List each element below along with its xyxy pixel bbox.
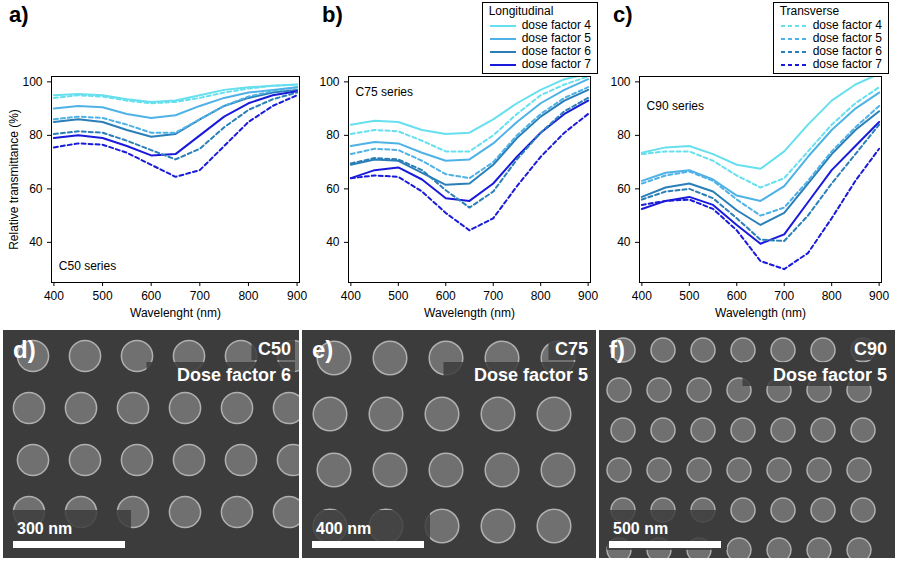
svg-text:900: 900 xyxy=(287,289,307,303)
svg-text:f): f) xyxy=(609,336,625,363)
svg-text:C90 series: C90 series xyxy=(647,99,704,113)
svg-text:e): e) xyxy=(312,336,333,363)
svg-text:400: 400 xyxy=(632,289,652,303)
html-text:dose factor 6: dose factor 6 xyxy=(521,44,591,58)
html-text:dose factor 7: dose factor 7 xyxy=(812,57,882,71)
svg-text:40: 40 xyxy=(29,235,43,249)
svg-text:500: 500 xyxy=(388,289,408,303)
svg-text:Relative transmittance (%): Relative transmittance (%) xyxy=(7,109,21,250)
svg-text:60: 60 xyxy=(617,182,631,196)
svg-text:500: 500 xyxy=(93,289,113,303)
svg-text:400: 400 xyxy=(44,289,64,303)
svg-text:600: 600 xyxy=(141,289,161,303)
html-text:Transverse: Transverse xyxy=(779,4,840,18)
html-text:b): b) xyxy=(322,2,343,27)
svg-text:Dose factor 6: Dose factor 6 xyxy=(177,365,291,385)
svg-text:100: 100 xyxy=(22,75,42,89)
html-text:dose factor 5: dose factor 5 xyxy=(812,31,882,45)
svg-text:80: 80 xyxy=(617,128,631,142)
html-text:dose factor 7: dose factor 7 xyxy=(521,57,591,71)
svg-text:Dose factor 5: Dose factor 5 xyxy=(773,365,887,385)
svg-text:400 nm: 400 nm xyxy=(316,520,371,537)
svg-text:500: 500 xyxy=(679,289,699,303)
html-text:c): c) xyxy=(613,2,633,27)
svg-text:Dose factor 5: Dose factor 5 xyxy=(474,365,588,385)
svg-text:600: 600 xyxy=(727,289,747,303)
svg-text:C90: C90 xyxy=(854,339,887,359)
svg-text:700: 700 xyxy=(774,289,794,303)
svg-text:40: 40 xyxy=(326,235,340,249)
svg-text:Wavelength (nm): Wavelength (nm) xyxy=(424,306,515,320)
html-text:a): a) xyxy=(9,2,29,27)
html-text:dose factor 4: dose factor 4 xyxy=(812,18,882,32)
svg-text:Wavelenght (nm): Wavelenght (nm) xyxy=(130,306,221,320)
svg-text:d): d) xyxy=(13,336,36,363)
svg-text:C50: C50 xyxy=(258,339,291,359)
svg-text:800: 800 xyxy=(238,289,258,303)
svg-text:60: 60 xyxy=(29,182,43,196)
svg-text:400: 400 xyxy=(341,289,361,303)
svg-text:100: 100 xyxy=(319,75,339,89)
svg-text:100: 100 xyxy=(610,75,630,89)
html-text:dose factor 4: dose factor 4 xyxy=(521,18,591,32)
svg-text:800: 800 xyxy=(822,289,842,303)
svg-text:C50 series: C50 series xyxy=(59,259,116,273)
svg-text:800: 800 xyxy=(531,289,551,303)
html-text:Longitudinal: Longitudinal xyxy=(488,4,554,18)
svg-text:700: 700 xyxy=(190,289,210,303)
svg-text:300 nm: 300 nm xyxy=(17,520,72,537)
svg-text:600: 600 xyxy=(436,289,456,303)
svg-text:40: 40 xyxy=(617,235,631,249)
svg-text:Wavelength (nm): Wavelength (nm) xyxy=(715,306,806,320)
svg-text:80: 80 xyxy=(326,128,340,142)
svg-text:900: 900 xyxy=(869,289,889,303)
html-text:dose factor 5: dose factor 5 xyxy=(521,31,591,45)
svg-text:700: 700 xyxy=(483,289,503,303)
html-text:dose factor 6: dose factor 6 xyxy=(812,44,882,58)
svg-text:C75 series: C75 series xyxy=(356,85,413,99)
svg-text:C75: C75 xyxy=(555,339,588,359)
svg-text:80: 80 xyxy=(29,128,43,142)
svg-text:900: 900 xyxy=(578,289,598,303)
svg-text:500 nm: 500 nm xyxy=(613,520,668,537)
svg-text:60: 60 xyxy=(326,182,340,196)
